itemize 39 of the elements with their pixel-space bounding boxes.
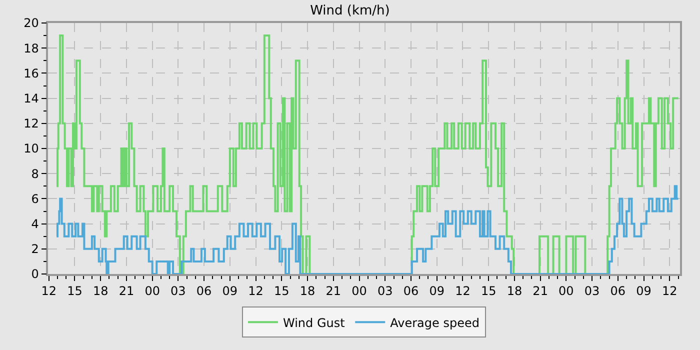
x-tick-label: 21 xyxy=(532,284,548,298)
x-tick-label: 03 xyxy=(377,284,393,298)
x-tick-label: 12 xyxy=(662,284,678,298)
chart-title: Wind (km/h) xyxy=(310,3,390,18)
x-tick-label: 09 xyxy=(222,284,238,298)
x-tick-label: 15 xyxy=(480,284,496,298)
y-tick-label: 2 xyxy=(31,242,39,256)
x-tick-label: 03 xyxy=(170,284,186,298)
y-tick-label: 4 xyxy=(31,217,39,231)
y-tick-label: 14 xyxy=(24,92,39,106)
x-tick-label: 15 xyxy=(274,284,290,298)
x-tick-label: 03 xyxy=(584,284,600,298)
x-tick-label: 18 xyxy=(300,284,316,298)
x-tick-label: 15 xyxy=(67,284,82,298)
x-tick-label: 21 xyxy=(326,284,342,298)
y-tick-label: 0 xyxy=(31,267,39,282)
x-tick-label: 00 xyxy=(144,284,160,298)
x-tick-label: 00 xyxy=(558,284,574,298)
x-tick-label: 12 xyxy=(41,284,56,298)
x-tick-label: 00 xyxy=(352,284,367,298)
y-tick-label: 12 xyxy=(24,116,39,131)
y-tick-label: 18 xyxy=(24,41,39,56)
x-tick-label: 12 xyxy=(248,284,264,298)
x-tick-label: 21 xyxy=(118,284,134,298)
x-tick-label: 12 xyxy=(455,284,470,298)
x-tick-label: 09 xyxy=(636,284,652,298)
y-tick-label: 6 xyxy=(31,192,39,206)
x-tick-label: 18 xyxy=(506,284,522,298)
y-tick-label: 10 xyxy=(24,142,39,156)
y-tick-label: 16 xyxy=(24,66,39,80)
legend-label: Average speed xyxy=(390,316,480,330)
y-tick-label: 8 xyxy=(31,166,39,181)
y-tick-label: 20 xyxy=(24,16,39,30)
x-tick-label: 06 xyxy=(403,284,419,298)
x-tick-label: 18 xyxy=(92,284,108,298)
legend-label: Wind Gust xyxy=(283,316,346,330)
x-tick-label: 09 xyxy=(429,284,444,298)
x-tick-label: 06 xyxy=(610,284,626,298)
x-tick-label: 06 xyxy=(196,284,212,298)
